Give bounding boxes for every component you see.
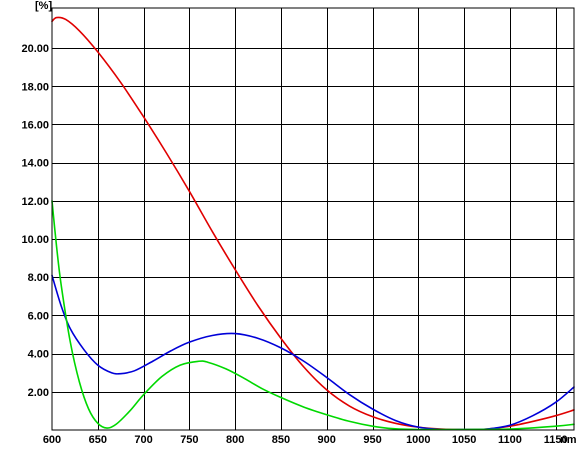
- x-tick-label: 1150: [544, 434, 568, 446]
- y-tick-label: 10.00: [21, 234, 49, 246]
- y-tick-label: 6.00: [28, 310, 49, 322]
- x-tick-label: 800: [226, 434, 244, 446]
- y-tick-label: 2.00: [28, 387, 49, 399]
- series-line-green: [51, 200, 575, 431]
- x-tick-label: 1100: [498, 434, 522, 446]
- x-tick-label: 950: [363, 434, 381, 446]
- x-tick-label: 1000: [406, 434, 430, 446]
- x-tick-labels: 600 650 700 750 800 850 900 950 1000 1050 1100 1150: [43, 434, 568, 446]
- x-tick-label: 900: [318, 434, 336, 446]
- y-tick-label: 12.00: [21, 196, 49, 208]
- x-tick-label: 650: [89, 434, 107, 446]
- y-tick-label: 16.00: [21, 119, 49, 131]
- grid: [52, 8, 574, 430]
- y-tick-label: 4.00: [28, 349, 49, 361]
- x-tick-label: 1050: [452, 434, 476, 446]
- y-tick-label: 14.00: [21, 158, 49, 170]
- plot-frame: [51, 7, 575, 431]
- y-tick-label: 20.00: [21, 43, 49, 55]
- x-axis-unit-label: nm: [560, 434, 577, 446]
- x-tick-label: 600: [43, 434, 61, 446]
- y-tick-label: 18.00: [21, 81, 49, 93]
- x-tick-label: 700: [134, 434, 152, 446]
- y-tick-label: 8.00: [28, 272, 49, 284]
- y-axis-unit-label: [%]: [35, 0, 52, 12]
- y-tick-labels: 2.00 4.00 6.00 8.00 10.00 12.00 14.00 16.00 18.0…: [21, 43, 49, 399]
- x-tick-label: 750: [180, 434, 198, 446]
- x-tick-label: 850: [272, 434, 290, 446]
